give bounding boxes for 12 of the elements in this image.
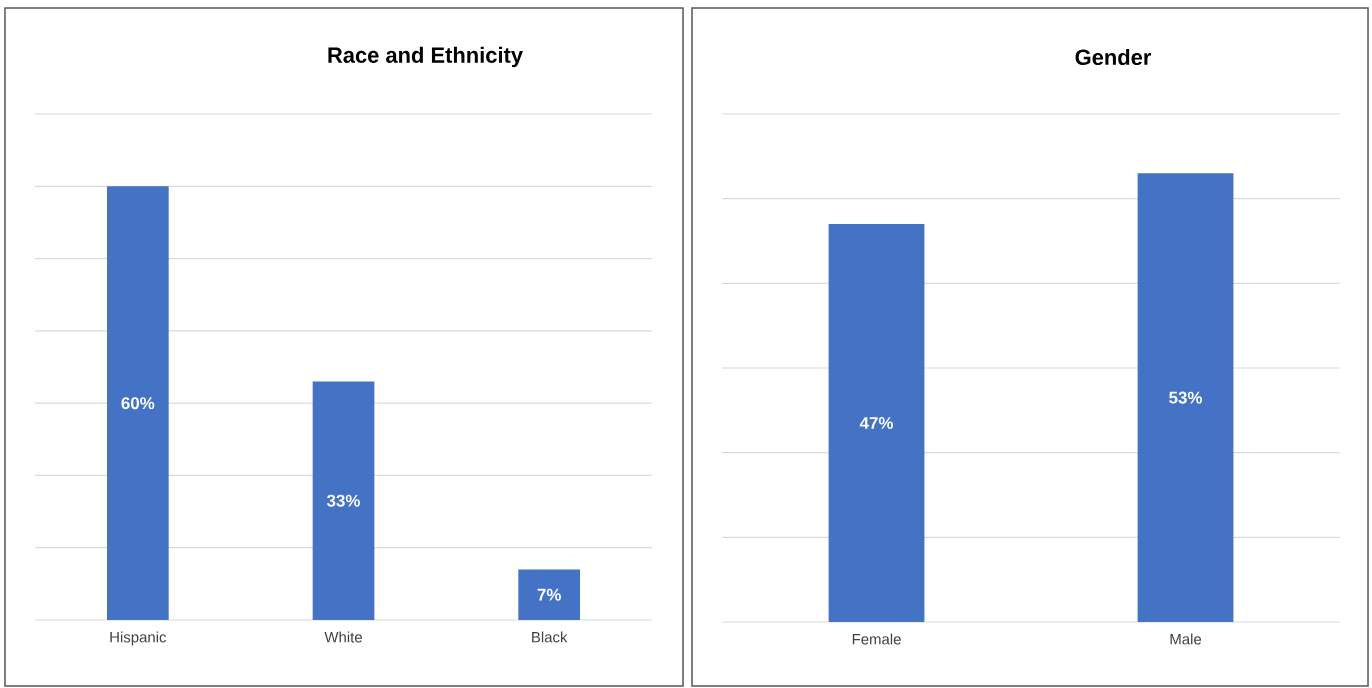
x-tick-label: Male (1170, 633, 1202, 645)
chart-title: Gender (1075, 48, 1152, 66)
x-tick-label: Black (532, 631, 568, 643)
data-label: 7% (537, 588, 561, 601)
chart-title: Race and Ethnicity (328, 46, 523, 68)
data-label: 47% (859, 417, 894, 429)
data-label: 60% (121, 397, 155, 410)
x-tick-label: Hispanic (110, 631, 167, 646)
data-label: 53% (1169, 391, 1203, 404)
x-tick-label: White (324, 631, 362, 643)
x-tick-label: Female (852, 633, 901, 645)
data-label: 33% (326, 494, 360, 507)
